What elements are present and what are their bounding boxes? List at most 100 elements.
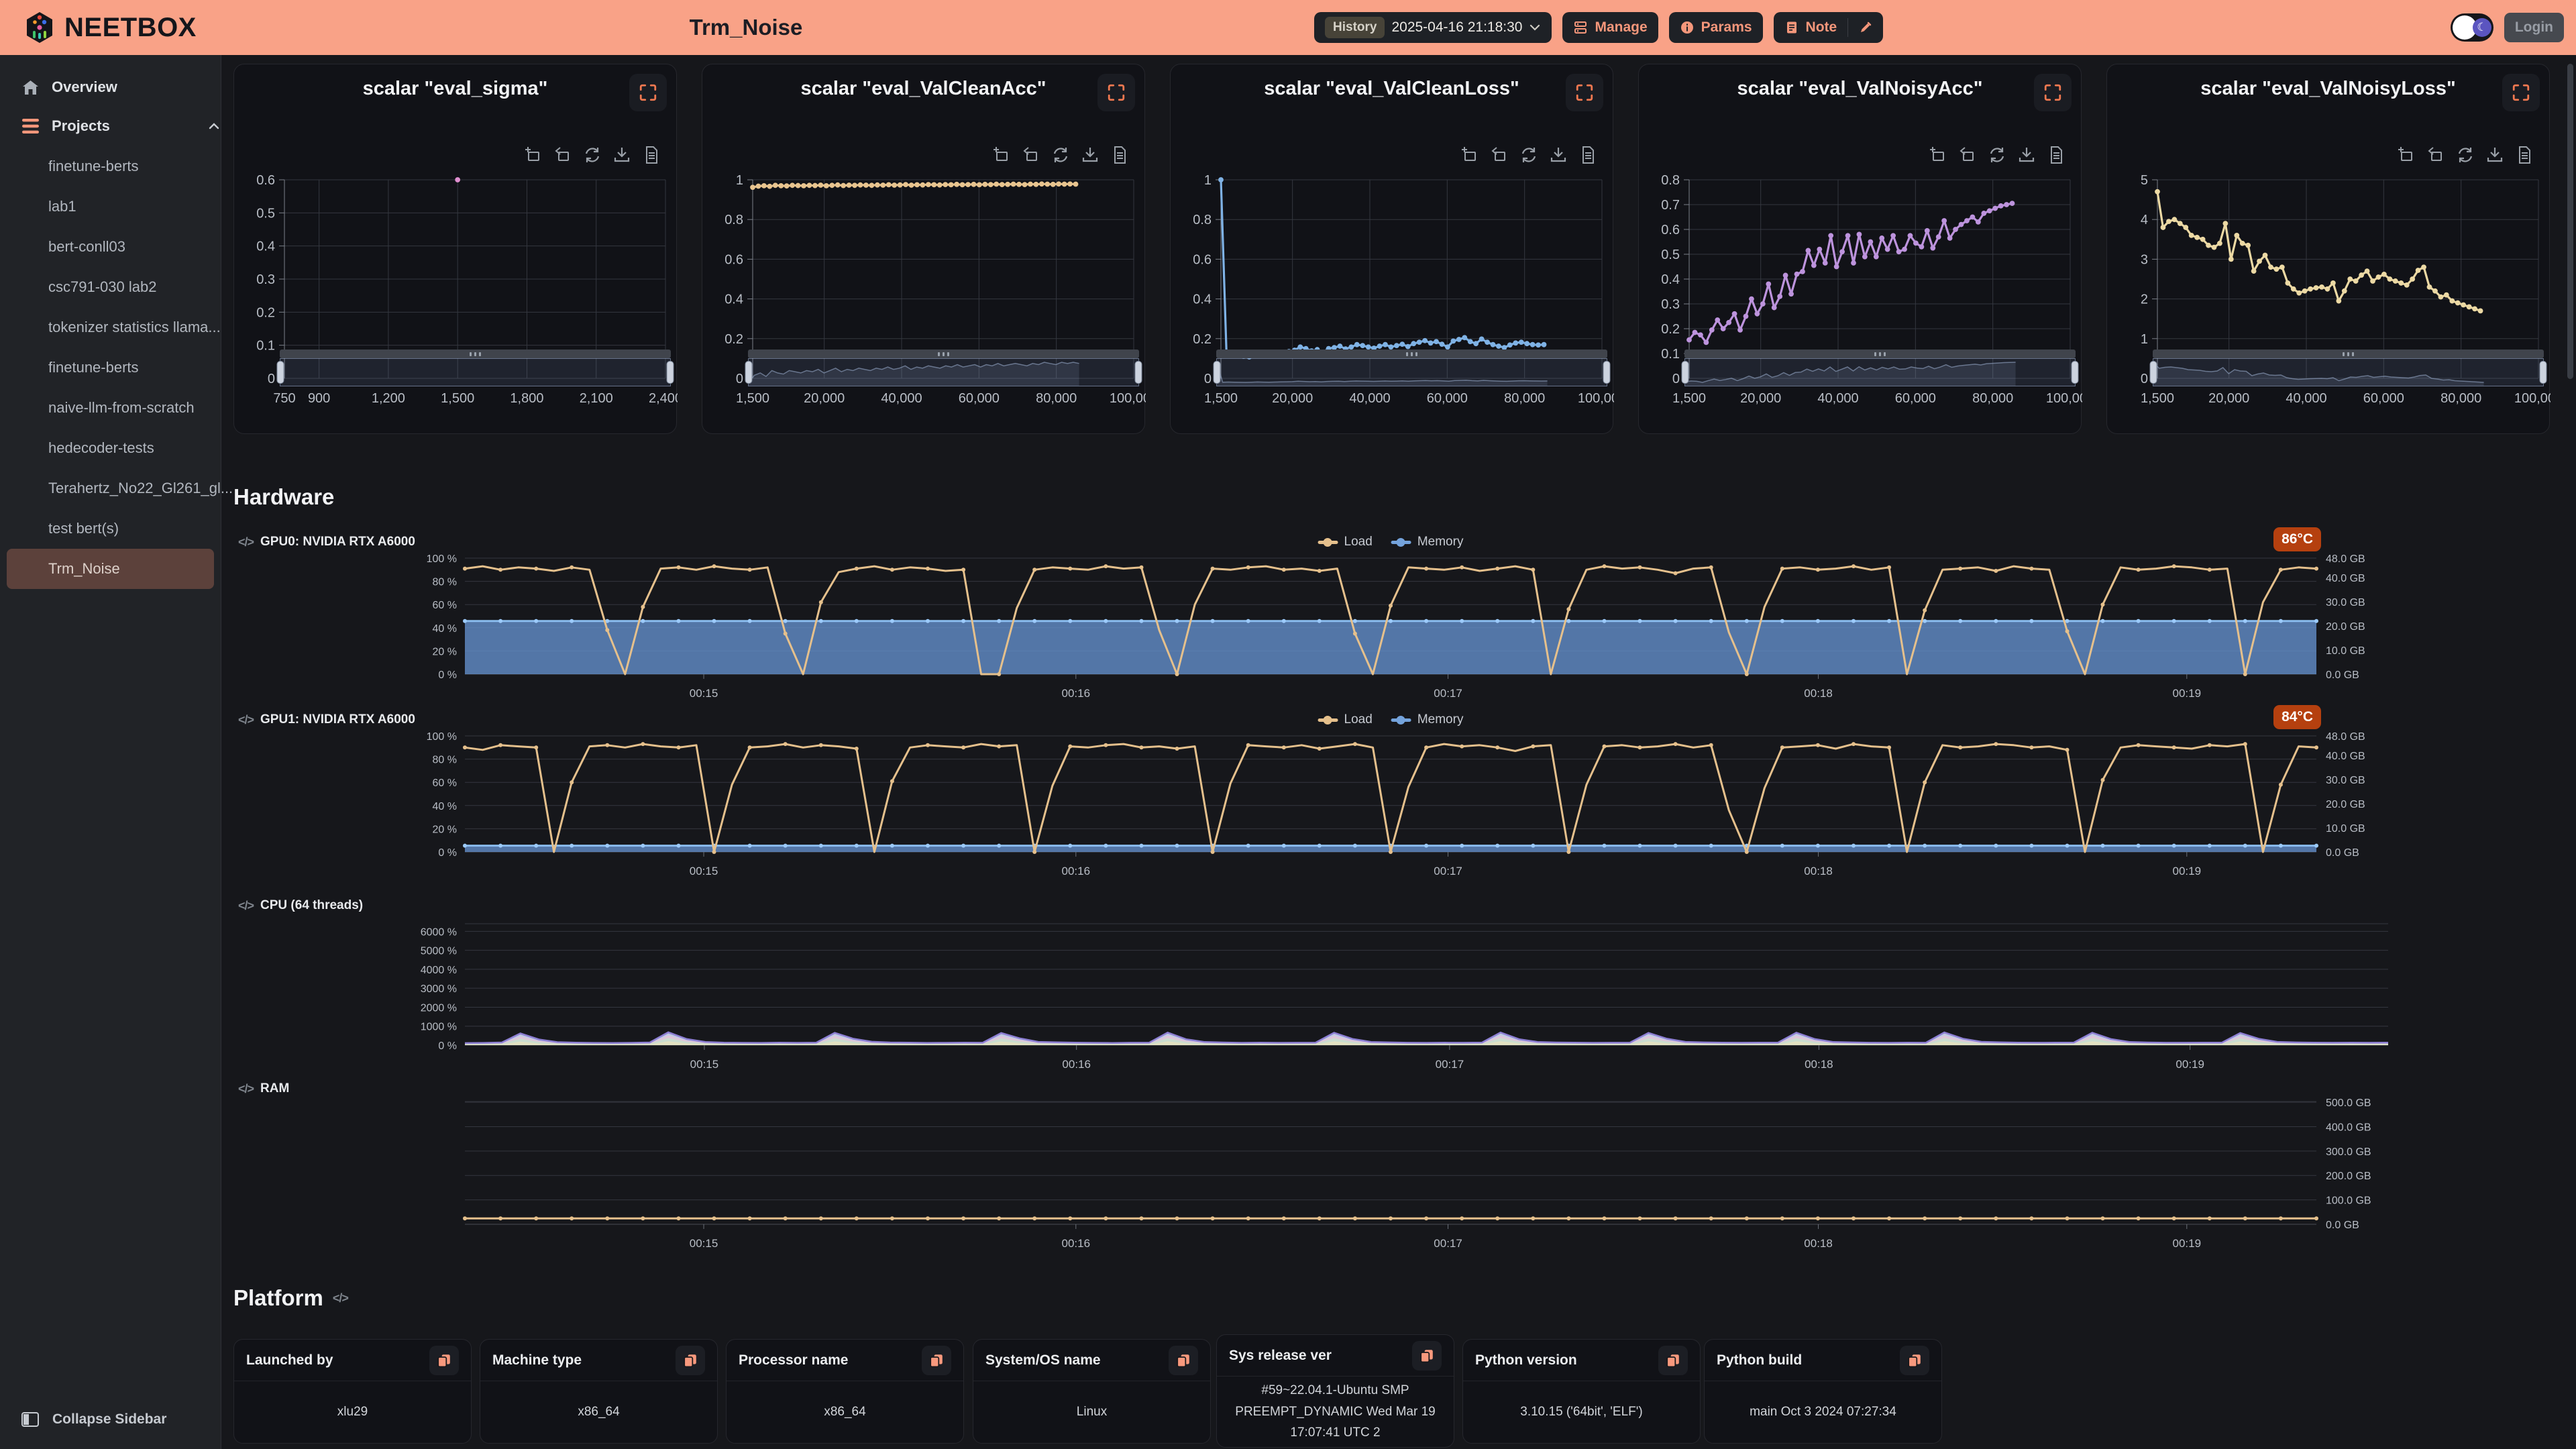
datazoom-move-bar[interactable] (1216, 350, 1607, 358)
datazoom-selection[interactable] (2149, 358, 2547, 386)
params-button[interactable]: Params (1668, 12, 1763, 43)
datazoom-handle-left[interactable] (745, 361, 753, 384)
cpu-chart[interactable]: 0 % 1000 % 2000 % 3000 % 4000 % 5000 % 6000 % 0… (416, 916, 2435, 1073)
legend-item-memory[interactable]: Memory (1391, 712, 1463, 727)
data-view-icon[interactable] (2046, 145, 2066, 165)
zoom-back-icon[interactable] (1021, 145, 1041, 165)
datazoom-handle-left[interactable] (276, 361, 284, 384)
note-button[interactable]: Note (1773, 12, 1884, 43)
project-item[interactable]: lab1 (48, 198, 76, 215)
zoom-back-icon[interactable] (2426, 145, 2446, 165)
fullscreen-button[interactable] (1566, 74, 1603, 111)
brand[interactable]: NEETBOX (24, 11, 197, 44)
datazoom-handle-left[interactable] (2149, 361, 2157, 384)
sidebar-item-projects[interactable]: Projects (0, 111, 221, 141)
download-icon[interactable] (1080, 145, 1100, 165)
datazoom-handle-right[interactable] (2071, 361, 2079, 384)
datazoom-selection[interactable] (1213, 358, 1611, 386)
login-button[interactable]: Login (2504, 13, 2564, 42)
datazoom-handle-right[interactable] (666, 361, 674, 384)
project-item[interactable]: Terahertz_No22_Gl261_gl... (48, 480, 233, 496)
download-icon[interactable] (2485, 145, 2505, 165)
platform-card-python-version: Python version 3.10.15 ('64bit', 'ELF') (1462, 1339, 1701, 1444)
datazoom-handle-left[interactable] (1681, 361, 1689, 384)
project-item-selected[interactable]: Trm_Noise (7, 549, 214, 589)
download-icon[interactable] (612, 145, 632, 165)
datazoom-handle-right[interactable] (1134, 361, 1142, 384)
copy-button[interactable] (429, 1345, 459, 1375)
zoom-back-icon[interactable] (1957, 145, 1978, 165)
restore-icon[interactable] (1987, 145, 2007, 165)
datazoom-selection[interactable] (276, 358, 674, 386)
zoom-back-icon[interactable] (1489, 145, 1509, 165)
chart-plot[interactable]: 1,500 20,000 40,000 60,000 80,000 100,000 0 1 2 3… (2107, 145, 2551, 435)
datazoom-move-bar[interactable] (748, 350, 1139, 358)
project-item[interactable]: bert-conll03 (48, 238, 125, 255)
data-view-icon[interactable] (641, 145, 661, 165)
copy-button[interactable] (1412, 1340, 1442, 1371)
restore-icon[interactable] (2455, 145, 2475, 165)
copy-button[interactable] (1169, 1345, 1198, 1375)
project-item[interactable]: test bert(s) (48, 520, 119, 537)
data-view-icon[interactable] (1110, 145, 1130, 165)
project-item[interactable]: hedecoder-tests (48, 439, 154, 456)
svg-text:0.2: 0.2 (1193, 332, 1212, 347)
fullscreen-button[interactable] (629, 74, 667, 111)
project-item[interactable]: csc791-030 lab2 (48, 278, 157, 295)
project-item[interactable]: tokenizer statistics llama... (48, 319, 221, 335)
data-view-icon[interactable] (1578, 145, 1598, 165)
gpu1-chart[interactable]: 0 % 20 % 40 % 60 % 80 % 100 % 0.0 GB 10.0 GB 20.… (416, 731, 2435, 889)
legend-item-memory[interactable]: Memory (1391, 535, 1463, 549)
project-item[interactable]: finetune-berts (48, 158, 139, 174)
copy-button[interactable] (1900, 1345, 1929, 1375)
datazoom-selection[interactable] (745, 358, 1142, 386)
datazoom-move-bar[interactable] (2153, 350, 2544, 358)
chart-plot[interactable]: 1,500 20,000 40,000 60,000 80,000 100,000 0 0.2… (1171, 145, 1614, 435)
datazoom-move-bar[interactable] (280, 350, 671, 358)
restore-icon[interactable] (582, 145, 602, 165)
copy-button[interactable] (922, 1345, 951, 1375)
legend-item-load[interactable]: Load (1318, 712, 1373, 727)
datazoom-handle-right[interactable] (1603, 361, 1611, 384)
gpu0-chart[interactable]: 0 % 20 % 40 % 60 % 80 % 100 % 0.0 GB 10.0 GB 20.… (416, 553, 2435, 711)
chart-plot[interactable]: 1,500 20,000 40,000 60,000 80,000 100,000 0 0.1… (1639, 145, 2082, 435)
ram-chart[interactable]: 0.0 GB 100.0 GB 200.0 GB 300.0 GB 400.0 GB 50… (416, 1099, 2435, 1256)
fullscreen-button[interactable] (2034, 74, 2072, 111)
box-select-icon[interactable] (2396, 145, 2416, 165)
datazoom-handle-left[interactable] (1213, 361, 1221, 384)
box-select-icon[interactable] (1460, 145, 1480, 165)
chart-plot[interactable]: 1,500 20,000 40,000 60,000 80,000 100,000 0 0.2… (702, 145, 1146, 435)
copy-button[interactable] (1658, 1345, 1688, 1375)
box-select-icon[interactable] (1928, 145, 1948, 165)
legend-item-load[interactable]: Load (1318, 535, 1373, 549)
project-item[interactable]: finetune-berts (48, 359, 139, 376)
chart-plot[interactable]: 750 900 1,200 1,500 1,800 2,100 2,400 0 0.1 0.2 0.… (234, 145, 678, 435)
svg-text:0.4: 0.4 (724, 292, 743, 307)
sidebar-item-overview[interactable]: Overview (0, 72, 221, 102)
manage-button[interactable]: Manage (1562, 12, 1658, 43)
fullscreen-button[interactable] (2502, 74, 2540, 111)
datazoom-handle-right[interactable] (2539, 361, 2547, 384)
fullscreen-button[interactable] (1097, 74, 1135, 111)
history-dropdown[interactable]: History 2025-04-16 21:18:30 (1314, 12, 1552, 43)
svg-text:00:18: 00:18 (1805, 1058, 1833, 1071)
datazoom-move-bar[interactable] (1684, 350, 2076, 358)
collapse-sidebar-button[interactable]: Collapse Sidebar (0, 1405, 166, 1434)
project-item[interactable]: naive-llm-from-scratch (48, 399, 195, 416)
datazoom-selection[interactable] (1681, 358, 2079, 386)
restore-icon[interactable] (1051, 145, 1071, 165)
restore-icon[interactable] (1519, 145, 1539, 165)
vertical-scrollbar[interactable] (2567, 64, 2573, 379)
chevron-up-icon[interactable] (207, 119, 221, 133)
svg-text:0 %: 0 % (438, 1040, 457, 1052)
data-view-icon[interactable] (2514, 145, 2534, 165)
svg-text:0 %: 0 % (438, 669, 457, 681)
copy-button[interactable] (676, 1345, 705, 1375)
pencil-icon[interactable] (1859, 21, 1872, 34)
box-select-icon[interactable] (523, 145, 543, 165)
download-icon[interactable] (2017, 145, 2037, 165)
download-icon[interactable] (1548, 145, 1568, 165)
zoom-back-icon[interactable] (553, 145, 573, 165)
theme-toggle[interactable]: ☾ (2450, 13, 2493, 42)
box-select-icon[interactable] (991, 145, 1012, 165)
